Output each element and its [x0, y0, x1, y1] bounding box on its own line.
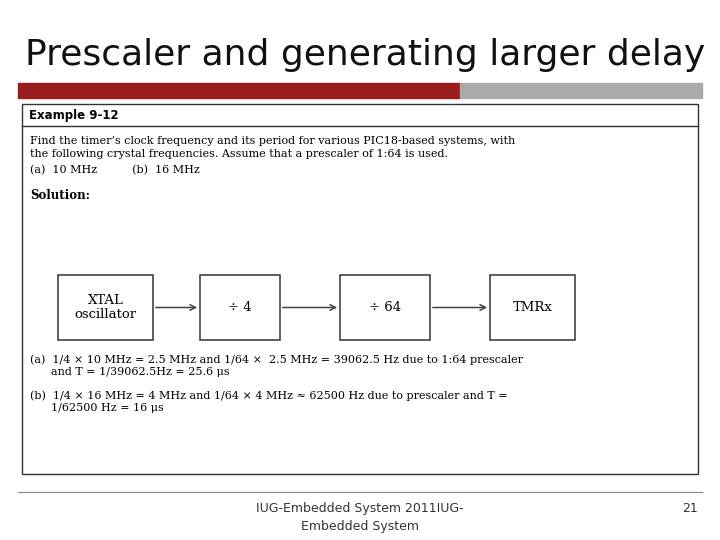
Text: (a)  1/4 × 10 MHz = 2.5 MHz and 1/64 ×  2.5 MHz = 39062.5 Hz due to 1:64 prescal: (a) 1/4 × 10 MHz = 2.5 MHz and 1/64 × 2.… [30, 354, 523, 364]
Text: TMRx: TMRx [513, 301, 552, 314]
Bar [200, 275, 280, 340]
Text: IUG-Embedded System 2011IUG-
Embedded System: IUG-Embedded System 2011IUG- Embedded Sy… [256, 502, 464, 533]
Text: 1/62500 Hz = 16 μs: 1/62500 Hz = 16 μs [30, 403, 163, 413]
Text: (a)  10 MHz          (b)  16 MHz: (a) 10 MHz (b) 16 MHz [30, 165, 199, 176]
Text: and T = 1/39062.5Hz = 25.6 μs: and T = 1/39062.5Hz = 25.6 μs [30, 367, 230, 377]
Text: ÷ 4: ÷ 4 [228, 301, 252, 314]
Text: 21: 21 [683, 502, 698, 515]
Text: Example 9-12: Example 9-12 [29, 109, 119, 122]
Text: (b)  1/4 × 16 MHz = 4 MHz and 1/64 × 4 MHz ≈ 62500 Hz due to prescaler and T =: (b) 1/4 × 16 MHz = 4 MHz and 1/64 × 4 MH… [30, 390, 508, 401]
Text: the following crystal frequencies. Assume that a prescaler of 1:64 is used.: the following crystal frequencies. Assum… [30, 149, 448, 159]
Text: Find the timer’s clock frequency and its period for various PIC18-based systems,: Find the timer’s clock frequency and its… [30, 136, 516, 146]
Text: ÷ 64: ÷ 64 [369, 301, 401, 314]
Bar [340, 275, 430, 340]
Text: Prescaler and generating larger delay: Prescaler and generating larger delay [25, 38, 706, 72]
Text: Solution:: Solution: [30, 189, 90, 202]
Bar [58, 275, 153, 340]
Bar [22, 104, 698, 474]
Text: XTAL
oscillator: XTAL oscillator [74, 294, 137, 321]
Bar [490, 275, 575, 340]
